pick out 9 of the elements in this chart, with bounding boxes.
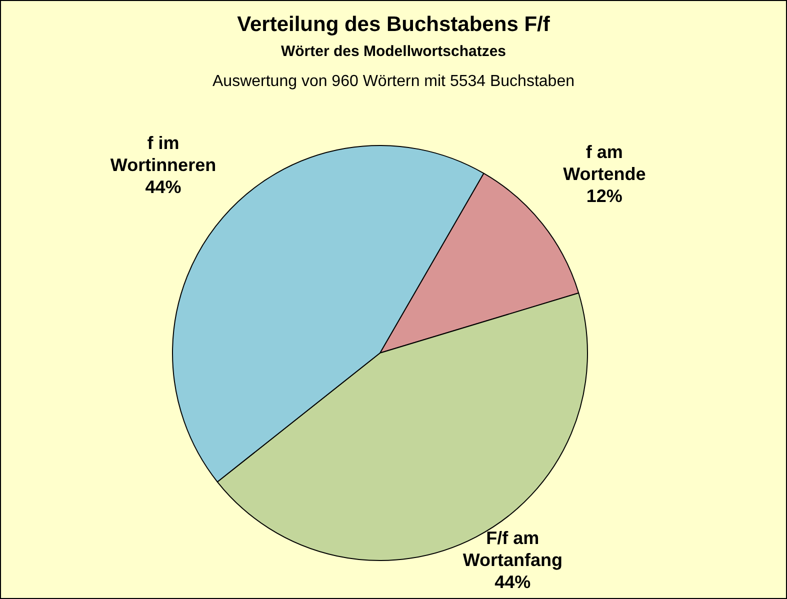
slice-label: f am Wortende (563, 142, 646, 184)
data-label: 44% (145, 176, 182, 197)
data-label: 12% (586, 186, 622, 206)
slice-label: F/f am Wortanfang (462, 528, 562, 570)
text: Auswertung von 960 Wörtern mit 5534 Buchstaben (212, 73, 576, 91)
data-label: 44% (494, 572, 531, 592)
chart-subtitle: Wörter des Modellwortschatzes (280, 43, 508, 60)
chart-title: Verteilung des Buchstabens F/f (236, 13, 551, 37)
slice-label: f im Wortinneren (110, 132, 216, 175)
